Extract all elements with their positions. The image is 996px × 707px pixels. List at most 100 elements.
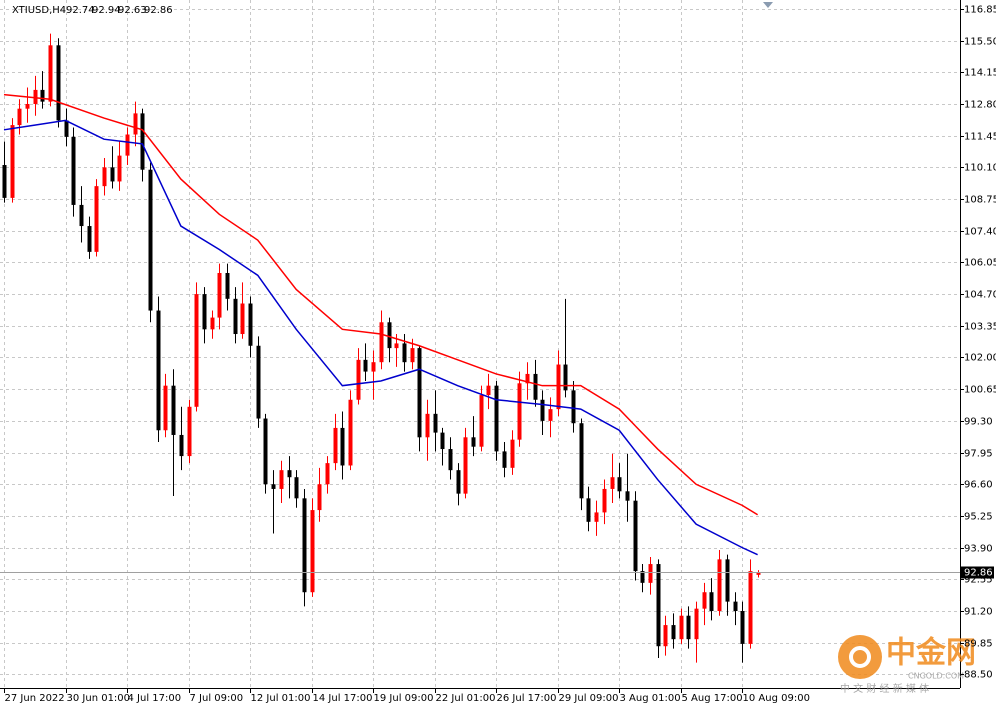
y-tick-label: 99.30 — [964, 417, 993, 428]
candle-body — [56, 45, 61, 121]
candle-body — [740, 611, 745, 644]
candle-body — [163, 385, 168, 431]
candle-body — [133, 113, 138, 135]
moving-average-line — [3, 93, 759, 516]
candle-body — [617, 477, 622, 492]
candle-body — [425, 413, 430, 438]
x-tick-label: 10 Aug 09:00 — [743, 693, 810, 704]
x-tick-label: 27 Jun 2022 — [5, 693, 65, 704]
y-tick-label: 106.05 — [964, 258, 996, 269]
candle-body — [263, 418, 268, 485]
candle-body — [633, 500, 638, 572]
candle-body — [556, 364, 561, 410]
candle-body — [10, 125, 15, 198]
x-tick-label: 30 Jun 01:00 — [67, 693, 131, 704]
watermark-domain: CNGOLD.COM — [908, 672, 964, 681]
candle-body — [602, 488, 607, 513]
candle-body — [17, 108, 22, 126]
candle-body — [233, 298, 238, 335]
candle-body — [694, 608, 699, 640]
candle-body — [679, 615, 684, 640]
ohlc-low: 92.63 — [118, 5, 147, 16]
candle-body — [325, 463, 330, 485]
candle-body — [525, 373, 530, 384]
candle-body — [463, 437, 468, 494]
watermark-logo-icon — [849, 646, 871, 668]
x-tick-label: 14 Jul 17:00 — [313, 693, 373, 704]
ohlc-close: 92.86 — [144, 5, 173, 16]
y-tick-label: 108.75 — [964, 195, 996, 206]
candle-body — [102, 167, 107, 187]
candle-body — [610, 477, 615, 489]
candle-body — [117, 155, 122, 182]
candle-body — [709, 592, 714, 612]
candle-body — [756, 572, 761, 575]
candle-body — [310, 510, 315, 593]
candle-body — [417, 348, 422, 438]
candle-body — [156, 310, 161, 431]
candle-body — [2, 165, 7, 198]
candle-body — [202, 294, 207, 330]
y-tick-label: 114.15 — [964, 68, 996, 79]
candle-body — [686, 615, 691, 640]
candle-body — [448, 449, 453, 471]
x-tick-label: 22 Jul 01:00 — [436, 693, 496, 704]
y-tick-label: 97.95 — [964, 449, 993, 460]
candle-body — [502, 451, 507, 468]
last-price-label: 92.86 — [964, 568, 993, 579]
y-tick-label: 104.70 — [964, 290, 996, 301]
candle-body — [656, 564, 661, 647]
candle-body — [548, 409, 553, 421]
candle-body — [125, 134, 130, 156]
x-tick-label: 29 Jul 09:00 — [559, 693, 619, 704]
candle-body — [64, 120, 69, 137]
candle-body — [563, 364, 568, 391]
y-tick-label: 111.45 — [964, 132, 996, 143]
candle-body — [79, 204, 84, 227]
candle-body — [340, 427, 345, 466]
x-tick-label: 12 Jul 01:00 — [251, 693, 311, 704]
candle-body — [217, 272, 222, 318]
candle-body — [210, 317, 215, 330]
y-tick-label: 112.80 — [964, 100, 996, 111]
candle-body — [579, 423, 584, 499]
candle-body — [471, 437, 476, 447]
y-tick-label: 89.85 — [964, 639, 993, 650]
candle-body — [748, 571, 753, 644]
candle-body — [440, 432, 445, 450]
candle-body — [640, 571, 645, 583]
candle-body — [586, 498, 591, 522]
ohlc-open: 92.74 — [66, 5, 95, 16]
candle-body — [333, 427, 338, 464]
candle-body — [225, 272, 230, 299]
grid — [0, 0, 960, 688]
y-tick-label: 91.20 — [964, 607, 993, 618]
moving-average-line — [3, 119, 758, 556]
candle-body — [510, 439, 515, 468]
x-tick-label: 4 Jul 17:00 — [128, 693, 182, 704]
candle-body — [571, 390, 576, 424]
candle-body — [363, 359, 368, 372]
candle-body — [371, 362, 376, 372]
candle-body — [540, 399, 545, 421]
y-tick-label: 110.10 — [964, 163, 996, 174]
candle-body — [702, 592, 707, 609]
y-tick-label: 100.65 — [964, 385, 996, 396]
x-tick-label: 5 Aug 17:00 — [682, 693, 743, 704]
x-tick-label: 19 Jul 09:00 — [374, 693, 434, 704]
candle-body — [402, 343, 407, 363]
candle-body — [486, 385, 491, 396]
candle-body — [317, 484, 322, 511]
candle-body — [187, 406, 192, 457]
y-tick-label: 95.25 — [964, 512, 993, 523]
chart-title: XTIUSD,H4 — [12, 5, 66, 16]
watermark-logo-icon — [838, 635, 882, 679]
candle-body — [294, 477, 299, 499]
candle-body — [517, 383, 522, 440]
candle-body — [287, 470, 292, 478]
candle-body — [348, 399, 353, 466]
candle-body — [494, 385, 499, 452]
x-tick-label: 3 Aug 01:00 — [620, 693, 681, 704]
candle-body — [279, 470, 284, 489]
